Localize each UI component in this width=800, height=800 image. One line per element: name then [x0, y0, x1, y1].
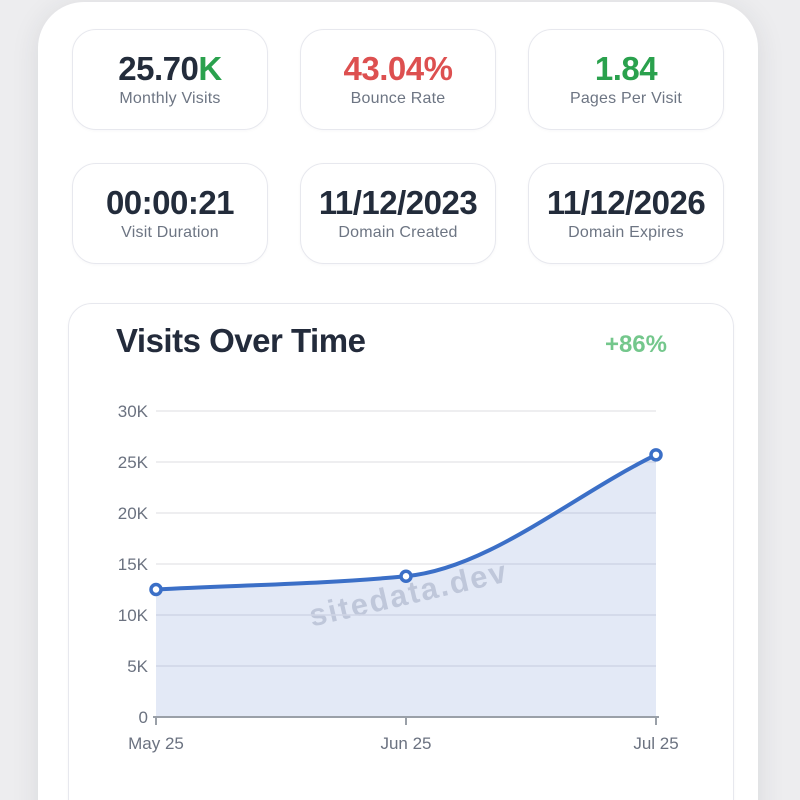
dashboard-panel: 25.70K Monthly Visits 43.04% Bounce Rate 1.8… — [38, 2, 758, 800]
stat-card-domain-created: 11/12/2023 Domain Created — [300, 163, 496, 264]
stat-value-monthly-visits: 25.70K — [118, 50, 222, 87]
y-axis-label-30K: 30K — [118, 402, 149, 421]
stat-card-pages-per-visit: 1.84 Pages Per Visit — [528, 29, 724, 130]
y-axis-label-0: 0 — [139, 708, 148, 727]
stat-value-bounce-rate: 43.04% — [343, 50, 453, 87]
data-point-jun-25 — [399, 569, 413, 583]
stat-value-domain-expires: 11/12/2026 — [546, 184, 706, 221]
stat-label-domain-expires: Domain Expires — [568, 224, 684, 241]
visits-area-fill — [156, 454, 656, 717]
stat-card-domain-expires: 11/12/2026 Domain Expires — [528, 163, 724, 264]
stat-cards-grid: 25.70K Monthly Visits 43.04% Bounce Rate 1.8… — [38, 29, 758, 264]
visits-line-chart[interactable]: 0 5K 10K 15K 20K 25K 30K May 25 Jun 25 Jul 25 — [69, 304, 734, 774]
stat-card-visit-duration: 00:00:21 Visit Duration — [72, 163, 268, 264]
x-axis-label-jul-25: Jul 25 — [633, 734, 678, 753]
stat-value-domain-created: 11/12/2023 — [318, 184, 478, 221]
y-axis-label-5K: 5K — [127, 657, 148, 676]
y-axis-label-20K: 20K — [118, 504, 149, 523]
stat-label-domain-created: Domain Created — [338, 224, 458, 241]
x-axis-label-jun-25: Jun 25 — [380, 734, 431, 753]
stat-card-bounce-rate: 43.04% Bounce Rate — [300, 29, 496, 130]
stat-label-visit-duration: Visit Duration — [121, 224, 219, 241]
stat-card-monthly-visits: 25.70K Monthly Visits — [72, 29, 268, 130]
chart-title: Visits Over Time — [116, 322, 366, 359]
y-axis-label-25K: 25K — [118, 453, 149, 472]
stat-label-bounce-rate: Bounce Rate — [350, 90, 446, 107]
stat-value-pages-per-visit: 1.84 — [594, 50, 658, 87]
stat-label-monthly-visits: Monthly Visits — [119, 90, 221, 107]
y-axis-label-15K: 15K — [118, 555, 149, 574]
stat-value-visit-duration: 00:00:21 — [105, 184, 235, 221]
visits-over-time-card: Visits Over Time +86% sitedata.dev 05K10… — [68, 303, 734, 800]
stat-label-pages-per-visit: Pages Per Visit — [569, 90, 683, 107]
chart-change-badge: +86% — [604, 331, 667, 358]
y-axis-label-10K: 10K — [118, 606, 149, 625]
data-point-jul-25 — [649, 448, 663, 462]
x-axis — [153, 716, 659, 725]
data-point-may-25 — [149, 582, 163, 597]
x-axis-label-may-25: May 25 — [128, 734, 184, 753]
